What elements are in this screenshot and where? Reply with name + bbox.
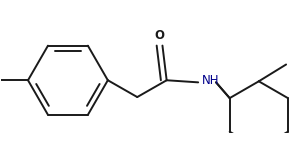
Text: NH: NH xyxy=(202,74,220,87)
Text: O: O xyxy=(154,29,164,42)
